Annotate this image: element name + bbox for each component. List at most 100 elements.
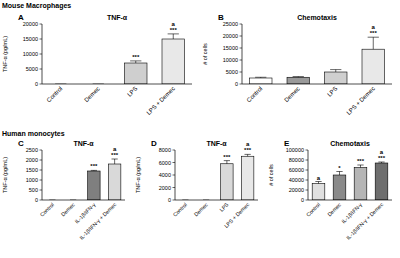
y-tick [40, 170, 43, 171]
y-tick-label: 6000 [159, 160, 171, 166]
error-line [339, 172, 340, 176]
y-tick-label: 5000 [226, 69, 238, 75]
x-tick-label: Control [46, 85, 64, 103]
y-axis [42, 150, 43, 200]
error-cap [368, 37, 379, 38]
annotation: *** [111, 152, 119, 158]
error-bar [91, 170, 97, 172]
y-axis-label: # of cells [268, 164, 274, 186]
annotation: a [317, 175, 321, 181]
y-tick [306, 150, 309, 151]
panel-title: TNF-α [206, 140, 227, 147]
annotation: *** [90, 163, 98, 169]
error-bar [330, 70, 341, 72]
y-tick-label: 2500 [26, 147, 38, 153]
bar [88, 171, 100, 200]
marks [49, 159, 121, 200]
y-tick-label: 0 [35, 81, 38, 87]
y-tick-label: 10000 [23, 51, 38, 57]
error-cap [168, 33, 179, 34]
annotation: *** [132, 54, 140, 60]
x-axis [42, 200, 125, 201]
y-tick-label: 40000 [289, 177, 304, 183]
y-tick [240, 60, 243, 61]
x-tick-label: Demec [193, 201, 209, 217]
y-tick [306, 160, 309, 161]
y-tick [40, 180, 43, 181]
error-cap [330, 69, 341, 70]
annotation: a [172, 21, 176, 27]
annotation: *** [370, 30, 378, 36]
error-bar [357, 165, 363, 168]
y-axis-label: TNF-α (pg/mL) [2, 36, 8, 72]
error-cap [245, 154, 251, 155]
error-line [335, 70, 336, 72]
bar [125, 63, 148, 84]
x-tick-label: Control [39, 201, 55, 217]
annotation: a [372, 24, 376, 30]
panel-label: C [18, 139, 24, 148]
bar [354, 168, 367, 201]
y-tick-label: 1500 [26, 167, 38, 173]
error-bar [368, 37, 379, 49]
y-tick-label: 10000 [223, 57, 238, 63]
y-axis [308, 150, 309, 200]
y-tick-label: 2000 [26, 157, 38, 163]
error-line [135, 61, 136, 63]
x-tick-label: LPS + Demec [345, 85, 376, 116]
x-tick-label: Demec [60, 201, 76, 217]
y-tick-label: 15000 [223, 45, 238, 51]
error-bar [336, 172, 342, 176]
y-tick [40, 24, 43, 25]
figure: Mouse MacrophagesATNF-αTNF-α (pg/mL)****… [0, 0, 400, 258]
error-cap [224, 160, 230, 161]
error-cap [336, 171, 342, 172]
x-tick-label: LPS + Demec [223, 201, 251, 229]
annotation: a [246, 141, 250, 147]
group-title: Mouse Macrophages [2, 2, 71, 10]
x-tick-label: Control [246, 85, 264, 103]
error-cap [315, 181, 321, 182]
y-tick [240, 24, 243, 25]
y-axis-label: TNF-α (pg/mL) [135, 157, 141, 193]
x-tick-label: Control [172, 201, 188, 217]
bar [287, 77, 310, 84]
y-tick-label: 500 [29, 187, 38, 193]
y-tick-label: 80000 [289, 157, 304, 163]
annotation: *** [170, 27, 178, 33]
bar [362, 49, 385, 84]
panel: EChemotaxis# of cellsa*******a0200004000… [268, 139, 392, 241]
error-cap [293, 76, 304, 77]
y-tick [306, 200, 309, 201]
y-tick-label: 0 [168, 197, 171, 203]
y-tick [240, 72, 243, 73]
panel: Human monocytesCTNF-αTNF-α (pg/mL)******… [2, 130, 125, 241]
x-tick-label: LPS [326, 85, 338, 97]
x-tick-label: Demec [283, 85, 301, 103]
error-line [360, 165, 361, 168]
error-bar [168, 34, 179, 39]
annotation: a [113, 146, 117, 152]
bar [312, 184, 325, 201]
annotation: *** [378, 155, 386, 161]
y-tick-label: 8000 [159, 147, 171, 153]
panel-title: Chemotaxis [297, 14, 337, 21]
marks [182, 154, 254, 200]
annotation: *** [244, 147, 252, 153]
x-axis [242, 84, 392, 85]
error-cap [357, 165, 363, 166]
y-tick-label: 20000 [23, 21, 38, 27]
y-tick-label: 0 [235, 81, 238, 87]
annotation: a [380, 149, 384, 155]
bar [325, 72, 348, 84]
annotation: *** [223, 154, 231, 160]
y-tick-label: 20000 [289, 187, 304, 193]
panel-title: TNF-α [107, 14, 128, 21]
error-cap [130, 60, 141, 61]
y-tick [40, 39, 43, 40]
y-axis-label: TNF-α (pg/mL) [2, 157, 8, 193]
error-cap [255, 77, 266, 78]
error-bar [293, 76, 304, 78]
error-bar [378, 162, 384, 163]
error-bar [255, 77, 266, 79]
